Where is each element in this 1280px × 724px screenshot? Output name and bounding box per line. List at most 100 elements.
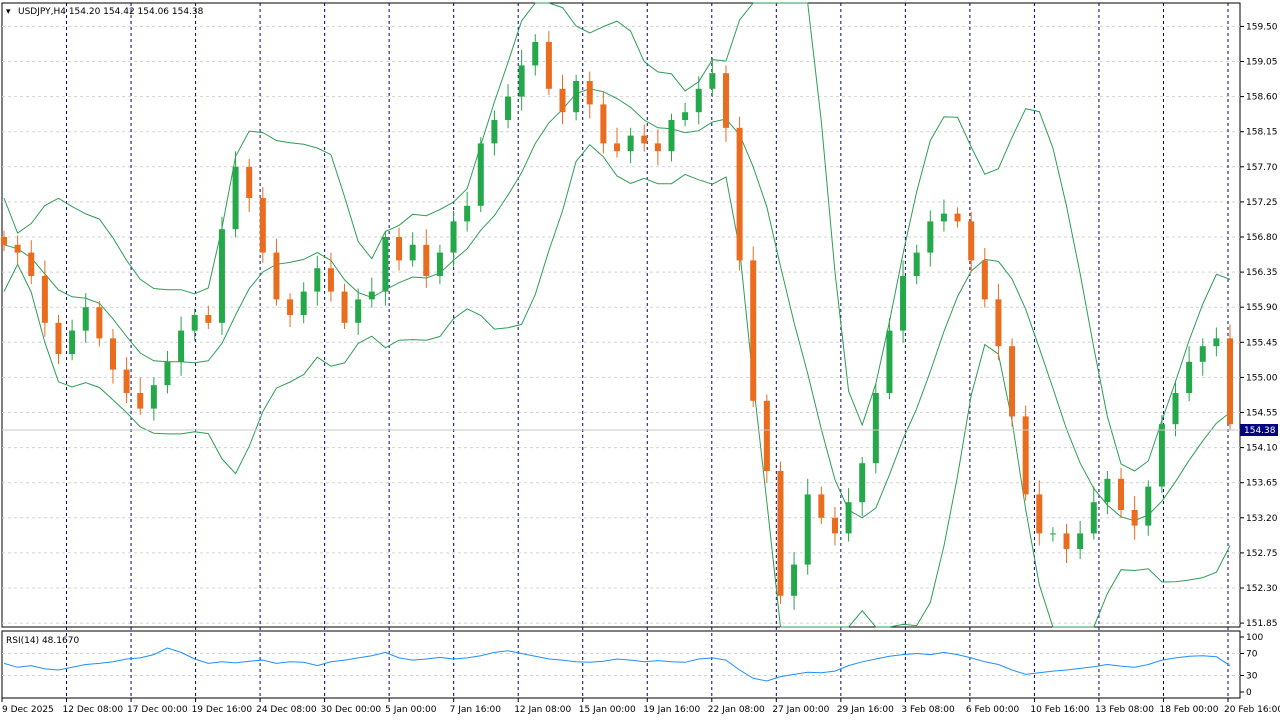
time-tick-label: 12 Dec 08:00	[63, 705, 124, 715]
time-tick-label: 6 Feb 00:00	[966, 705, 1020, 715]
price-tick-label: 159.05	[1246, 58, 1278, 68]
bollinger-lower	[3, 143, 1231, 628]
price-tick-label: 152.75	[1246, 549, 1278, 559]
candle-body	[545, 42, 552, 89]
candle-body	[940, 213, 947, 222]
candle-body	[150, 385, 157, 409]
candle-body	[695, 88, 702, 113]
candle-body	[1090, 502, 1097, 534]
candle-body	[831, 517, 838, 534]
time-tick-label: 20 Feb 16:00	[1224, 705, 1280, 715]
candle-body	[246, 166, 253, 198]
candle-body	[818, 494, 825, 518]
price-tick-label: 155.00	[1246, 373, 1278, 383]
price-tick-label: 154.55	[1246, 409, 1278, 419]
candle-body	[736, 127, 743, 261]
candle-body	[859, 463, 866, 503]
time-tick-label: 13 Feb 08:00	[1095, 705, 1154, 715]
time-tick-label: 27 Jan 00:00	[772, 705, 829, 715]
candle-body	[477, 143, 484, 206]
rsi-tick-label: 30	[1246, 672, 1258, 682]
candle-body	[627, 135, 634, 152]
candle-body	[1145, 486, 1152, 526]
candle-body	[409, 244, 416, 261]
candle-body	[205, 315, 212, 323]
candle-body	[804, 494, 811, 565]
candle-body	[450, 221, 457, 253]
candle-body	[96, 307, 103, 339]
price-tick-label: 158.15	[1246, 128, 1278, 138]
candle-body	[668, 120, 675, 152]
candle-body	[614, 143, 620, 152]
time-tick-label: 18 Feb 00:00	[1159, 705, 1218, 715]
candle-body	[28, 252, 35, 276]
candle-body	[913, 252, 920, 276]
candle-body	[1131, 510, 1138, 526]
candle-body	[586, 81, 593, 105]
candle-body	[164, 361, 171, 386]
current-price-tag-bg	[1240, 424, 1278, 436]
price-tick-label: 153.20	[1246, 514, 1278, 524]
candle-body	[777, 471, 784, 596]
candle-body	[750, 260, 757, 401]
time-tick-label: 15 Jan 00:00	[579, 705, 636, 715]
candle-body	[954, 213, 961, 222]
price-tick-label: 152.30	[1246, 584, 1278, 594]
candle-body	[423, 244, 430, 276]
candle-body	[1227, 338, 1233, 425]
candle-body	[1077, 533, 1084, 549]
candle-body	[464, 205, 471, 222]
candle-body	[137, 393, 144, 409]
candle-body	[218, 229, 225, 323]
bollinger-upper	[3, 2, 1231, 472]
rsi-tick-label: 0	[1246, 688, 1252, 698]
candle-body	[273, 252, 280, 300]
time-tick-label: 24 Dec 08:00	[256, 705, 317, 715]
candle-body	[368, 291, 375, 300]
price-tick-label: 153.65	[1246, 479, 1278, 489]
candle-body	[1009, 346, 1016, 417]
candle-body	[505, 96, 512, 120]
candle-body	[981, 260, 988, 300]
candle-body	[641, 135, 648, 144]
rsi-label: RSI(14) 48.1670	[6, 636, 79, 646]
candle-body	[82, 307, 89, 331]
grid-lines	[2, 25, 1240, 676]
bollinger-bands	[3, 2, 1231, 628]
time-tick-label: 29 Jan 16:00	[837, 705, 894, 715]
candle-body	[259, 198, 266, 253]
time-tick-label: 3 Feb 08:00	[901, 705, 955, 715]
candle-body	[872, 393, 879, 464]
time-tick-label: 19 Dec 16:00	[192, 705, 253, 715]
current-price-tag-text: 154.38	[1244, 426, 1276, 436]
candle-body	[559, 88, 566, 113]
candle-body	[41, 276, 48, 323]
time-tick-label: 12 Jan 08:00	[514, 705, 571, 715]
price-tick-label: 157.70	[1246, 163, 1278, 173]
time-tick-label: 5 Jan 00:00	[385, 705, 437, 715]
time-tick-label: 30 Dec 00:00	[321, 705, 382, 715]
time-tick-label: 9 Dec 2025	[2, 705, 54, 715]
candle-body	[791, 564, 798, 596]
candle-body	[1104, 478, 1111, 503]
chart-header: USDJPY,H4 154.20 154.42 154.06 154.38	[18, 7, 204, 17]
candle-body	[1063, 533, 1070, 549]
candle-body	[1036, 494, 1043, 534]
candle-body	[287, 299, 294, 315]
bollinger-middle	[3, 88, 1231, 522]
candle-body	[396, 237, 403, 261]
candle-body	[491, 120, 498, 144]
price-tick-label: 158.60	[1246, 93, 1278, 103]
price-tick-label: 154.10	[1246, 444, 1278, 454]
chart-header-icon: ▾	[6, 7, 11, 17]
rsi-tick-label: 100	[1246, 633, 1263, 643]
candle-body	[314, 268, 321, 292]
candle-body	[382, 237, 389, 292]
candle-body	[722, 73, 729, 128]
time-tick-label: 7 Jan 16:00	[450, 705, 502, 715]
candle-body	[341, 291, 348, 323]
rsi-axis: 100 70 30 0	[1240, 633, 1263, 698]
candle-body	[995, 299, 1002, 347]
